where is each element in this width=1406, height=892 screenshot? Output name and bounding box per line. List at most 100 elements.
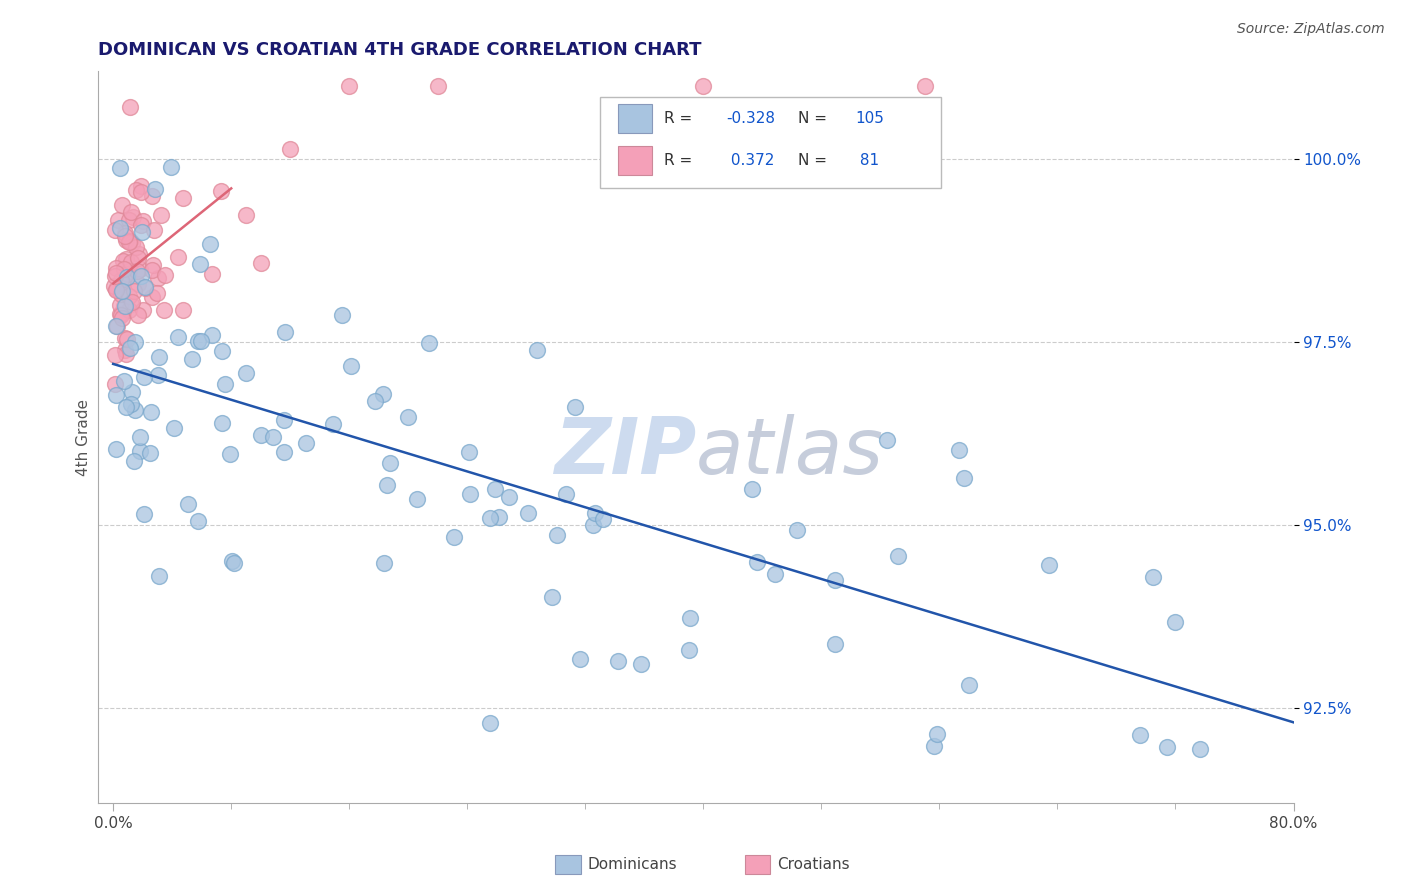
Point [120, 205, 142, 219]
Point [103, 278, 125, 293]
Point [148, 568, 170, 582]
Point [114, 343, 136, 358]
Text: N =: N = [797, 111, 827, 126]
Point [876, 433, 898, 447]
Point [1156, 739, 1178, 754]
Point [478, 715, 501, 730]
Point [526, 343, 548, 358]
Text: 81: 81 [855, 153, 879, 168]
Point [129, 186, 152, 200]
Point [153, 303, 176, 318]
Point [120, 341, 142, 355]
Point [129, 268, 152, 283]
Point [517, 507, 540, 521]
Point [122, 284, 145, 298]
Point [120, 397, 142, 411]
Point [112, 277, 135, 292]
Point [922, 739, 945, 754]
Point [124, 403, 146, 417]
Point [1038, 558, 1060, 572]
Point [1164, 615, 1187, 629]
Point [741, 482, 763, 496]
Point [488, 509, 510, 524]
Point [426, 78, 449, 93]
Point [201, 327, 224, 342]
Point [1142, 570, 1164, 584]
Point [112, 299, 135, 313]
Point [406, 492, 429, 507]
Point [190, 334, 212, 348]
Point [128, 247, 150, 261]
Point [125, 183, 148, 197]
Point [118, 289, 141, 303]
Point [115, 252, 138, 266]
Point [132, 303, 155, 318]
Point [121, 235, 143, 250]
Point [957, 678, 980, 692]
Point [115, 270, 138, 285]
Point [118, 100, 141, 114]
Point [380, 456, 402, 470]
Point [678, 642, 700, 657]
Point [114, 299, 136, 313]
Point [546, 528, 568, 542]
Point [149, 208, 172, 222]
Point [112, 254, 135, 268]
Point [914, 78, 936, 93]
Point [108, 161, 131, 175]
Point [120, 254, 142, 268]
Point [104, 377, 127, 392]
Text: R =: R = [664, 111, 692, 126]
Point [104, 347, 127, 361]
Point [177, 497, 200, 511]
Point [295, 436, 318, 450]
Point [375, 478, 398, 492]
Point [129, 429, 152, 443]
Point [172, 190, 194, 204]
Point [128, 444, 150, 458]
Point [273, 445, 295, 459]
Point [131, 178, 153, 193]
Point [607, 654, 630, 668]
Point [824, 637, 846, 651]
Point [166, 330, 188, 344]
Point [249, 428, 271, 442]
Point [142, 259, 165, 273]
Point [224, 556, 246, 570]
Point [373, 387, 395, 401]
Point [121, 210, 143, 224]
Point [110, 298, 132, 312]
Point [141, 290, 163, 304]
Point [188, 257, 211, 271]
Point [127, 251, 149, 265]
Point [132, 214, 155, 228]
Point [111, 284, 134, 298]
Point [484, 482, 506, 496]
Y-axis label: 4th Grade: 4th Grade [76, 399, 91, 475]
Point [340, 359, 363, 374]
Point [337, 78, 360, 93]
Point [128, 262, 150, 277]
Text: atlas: atlas [696, 414, 884, 490]
Text: ZIP: ZIP [554, 414, 696, 490]
Point [122, 454, 145, 468]
Text: R =: R = [664, 153, 692, 168]
Point [322, 417, 344, 432]
Point [134, 280, 156, 294]
Point [148, 351, 170, 365]
Point [201, 267, 224, 281]
Point [583, 506, 606, 520]
Point [763, 567, 786, 582]
Point [824, 574, 846, 588]
Point [273, 325, 295, 339]
Point [478, 510, 501, 524]
Point [114, 226, 136, 240]
FancyBboxPatch shape [600, 97, 941, 188]
Point [107, 213, 129, 227]
Point [115, 400, 138, 414]
Point [114, 228, 136, 243]
Point [120, 297, 142, 311]
Text: Dominicans: Dominicans [588, 857, 678, 871]
Point [139, 405, 162, 419]
Point [110, 273, 132, 287]
